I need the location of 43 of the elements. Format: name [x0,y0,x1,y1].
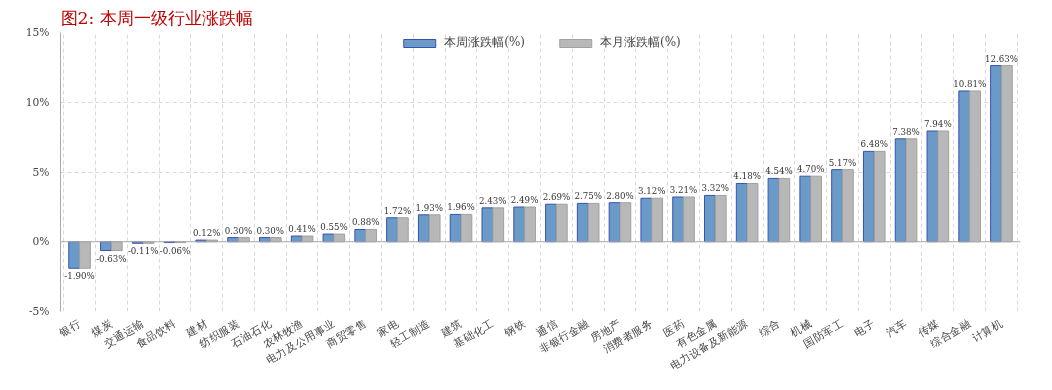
data-label: 7.38% [892,126,920,137]
x-tick-label: 汽车 [883,316,910,340]
data-label: -0.63% [96,253,127,264]
data-label: 1.96% [447,202,475,213]
data-label: 2.80% [606,190,634,201]
data-label: -1.90% [64,271,95,282]
data-label: 7.94% [924,118,952,129]
data-label: -0.06% [159,245,191,256]
data-label: 6.48% [860,139,889,150]
y-tick-label: 10% [25,95,50,109]
data-label: 0.88% [351,217,380,228]
x-tick-label: 银行 [56,316,83,340]
data-label: 1.72% [383,205,412,216]
y-tick-label: 5% [32,165,50,179]
x-tick-label: 综合 [756,316,783,340]
data-label: 5.17% [828,157,857,168]
x-tick-label: 钢铁 [501,316,528,340]
y-tick-label: 0% [32,235,50,249]
legend-label: 本月涨跌幅(%) [600,34,681,51]
data-label: 10.81% [953,78,987,89]
data-label: 2.49% [510,195,539,206]
data-label: 4.18% [733,171,761,182]
data-label: -0.11% [127,246,159,257]
data-label: 0.30% [224,225,253,236]
y-tick-label: -5% [28,305,50,318]
data-label: 3.21% [669,184,698,195]
chart-title: 图2: 本周一级行业涨跌幅 [60,7,253,28]
legend-label: 本周涨跌幅(%) [444,34,525,51]
data-label: 12.63% [984,53,1018,64]
y-tick-label: 15% [25,26,50,39]
data-label: 3.12% [638,186,666,197]
x-tick-label: 电子 [851,316,878,340]
data-label: 0.41% [288,224,316,235]
data-label: 2.43% [479,195,507,206]
data-label: 2.75% [574,191,602,202]
data-label: 0.12% [192,228,221,239]
data-label: 3.32% [701,183,730,194]
data-label: 0.55% [320,222,348,233]
data-label: 2.69% [542,192,571,203]
data-label: 4.54% [765,166,793,177]
data-label: 4.70% [796,164,825,175]
data-label: 0.30% [256,225,285,236]
data-label: 1.93% [415,202,443,213]
